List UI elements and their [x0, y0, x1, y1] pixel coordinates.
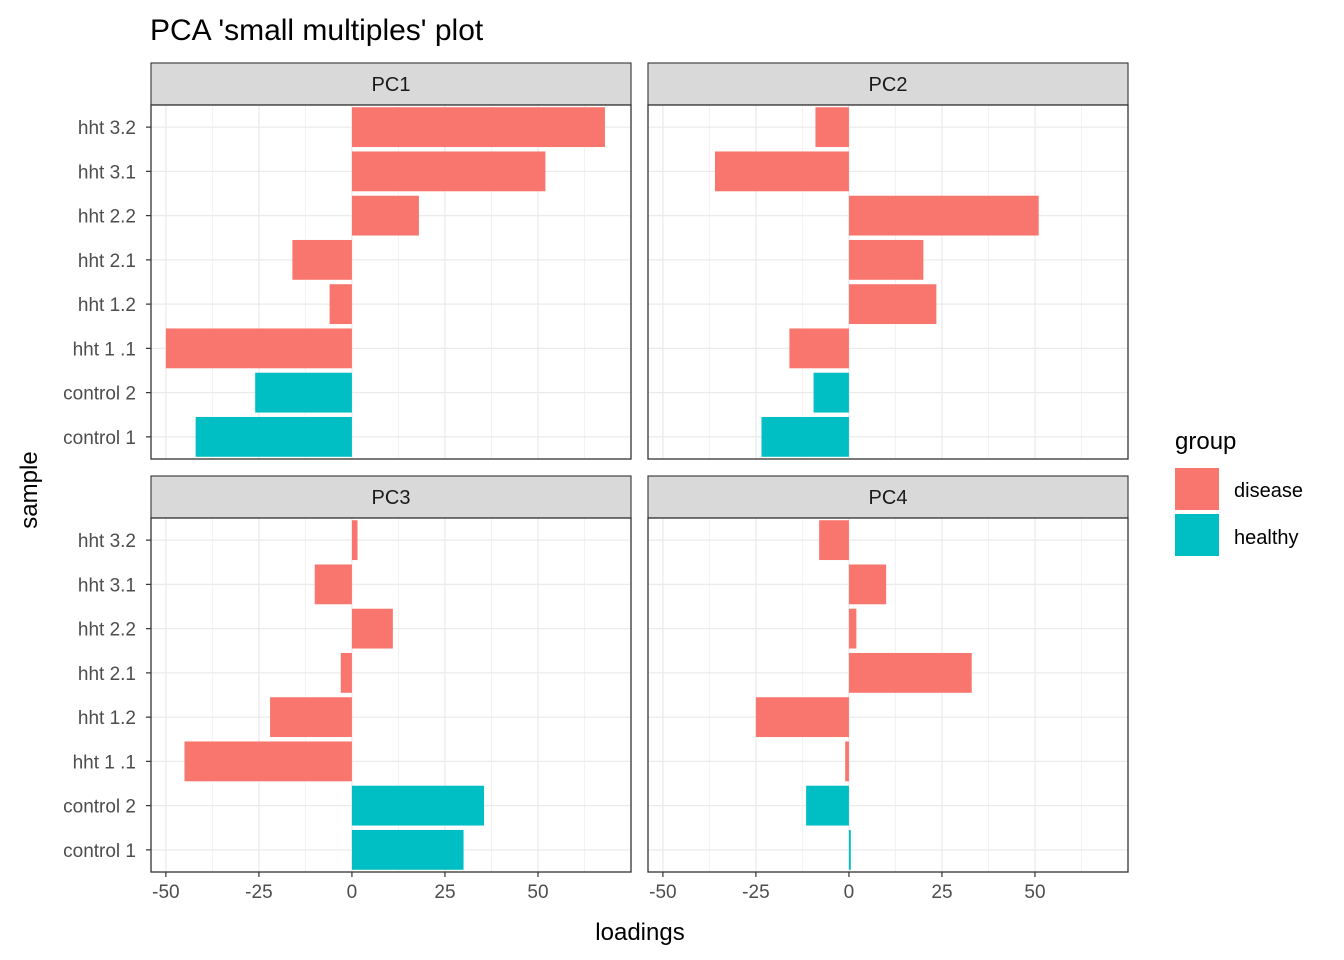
bar-pc2-hht-3-1 [714, 151, 849, 192]
bar-pc1-hht-2-2 [351, 195, 419, 236]
bars-pc3 [184, 520, 485, 870]
bar-pc3-hht-3-2 [351, 520, 358, 561]
panel-border-pc4 [647, 517, 1129, 873]
bar-pc4-hht-1-1 [845, 741, 849, 782]
strip-label-pc2: PC2 [869, 74, 908, 96]
strip-pc4 [647, 475, 1129, 519]
x-axis-title: loadings [595, 919, 684, 946]
y-tick-label: hht 2.2 [78, 207, 136, 228]
bar-pc2-control-1 [761, 416, 849, 457]
bars-pc4 [755, 520, 972, 870]
bar-pc3-control-1 [351, 829, 464, 870]
bar-pc4-hht-2-1 [848, 652, 972, 693]
y-tick-label: hht 2.2 [78, 620, 136, 641]
bar-pc4-control-2 [806, 785, 849, 826]
strip-pc3 [150, 475, 632, 519]
y-axis-title: sample [16, 451, 43, 528]
panel-pc4: PC4 -50 -25 0 25 50 [647, 475, 1129, 903]
y-tick-label: hht 3.1 [78, 575, 136, 596]
legend: group disease healthy [1175, 428, 1303, 556]
plot-area-pc4 [648, 518, 1128, 872]
bar-pc1-hht-1-1 [165, 328, 352, 369]
panel-pc3: PC3 hht 3.2 hht 3.1 hht 2.2 hht 2.1 hht 1.2 hh… [63, 475, 632, 903]
bar-pc2-hht-1-2 [848, 284, 937, 325]
x-tick-label: -50 [152, 882, 179, 903]
bar-pc3-control-2 [351, 785, 485, 826]
bar-pc3-hht-1-1 [184, 741, 352, 782]
legend-title: group [1175, 428, 1236, 455]
legend-key-disease [1175, 468, 1219, 510]
bar-pc2-hht-3-2 [815, 107, 849, 148]
panel-border-pc2 [647, 104, 1129, 460]
legend-label-disease: disease [1234, 480, 1303, 502]
y-tick-label: hht 2.1 [78, 251, 136, 272]
y-tick-label: control 1 [63, 428, 136, 449]
bar-pc1-control-2 [255, 372, 352, 413]
bar-pc2-hht-1-1 [789, 328, 849, 369]
bar-pc2-control-2 [813, 372, 849, 413]
x-tick-label: 25 [434, 882, 455, 903]
y-tick-label: hht 2.1 [78, 664, 136, 685]
strip-pc1 [150, 62, 632, 106]
bar-pc2-hht-2-2 [848, 195, 1039, 236]
bars-pc1 [165, 107, 605, 457]
bar-pc1-hht-3-2 [351, 107, 605, 148]
bar-pc1-hht-1-2 [329, 284, 352, 325]
bars-pc2 [714, 107, 1039, 457]
y-tick-label: hht 3.2 [78, 531, 136, 552]
bar-pc1-hht-3-1 [351, 151, 546, 192]
chart-title: PCA 'small multiples' plot [150, 14, 484, 47]
panel-border-pc3 [150, 517, 632, 873]
x-tick-label: 50 [527, 882, 548, 903]
bar-pc1-hht-2-1 [292, 239, 352, 280]
y-tick-label: hht 3.1 [78, 162, 136, 183]
panel-pc2: PC2 [647, 62, 1129, 460]
y-tick-label: hht 1 .1 [73, 339, 136, 360]
bar-pc4-hht-3-1 [848, 564, 887, 605]
strip-label-pc1: PC1 [372, 74, 411, 96]
y-tick-label: control 1 [63, 841, 136, 862]
bar-pc3-hht-1-2 [270, 697, 352, 738]
bar-pc4-control-1 [848, 829, 851, 870]
y-tick-label: hht 1 .1 [73, 752, 136, 773]
bar-pc1-control-1 [195, 416, 352, 457]
y-tick-label: hht 1.2 [78, 708, 136, 729]
bar-pc4-hht-2-2 [848, 608, 857, 649]
y-tick-label: hht 3.2 [78, 118, 136, 139]
bar-pc3-hht-2-1 [340, 652, 352, 693]
x-tick-label: 0 [844, 882, 855, 903]
y-tick-label: control 2 [63, 384, 136, 405]
bar-pc3-hht-2-2 [351, 608, 393, 649]
x-tick-label: 0 [347, 882, 358, 903]
facet-panels: PC1 hht 3.2 hht 3.1 hht 2.2 hht 2.1 hht 1.2 hh… [63, 62, 1129, 903]
panel-border-pc1 [150, 104, 632, 460]
strip-label-pc4: PC4 [869, 487, 908, 509]
x-tick-label: 25 [931, 882, 952, 903]
legend-key-healthy [1175, 514, 1219, 556]
bar-pc3-hht-3-1 [314, 564, 352, 605]
legend-label-healthy: healthy [1234, 527, 1299, 549]
strip-label-pc3: PC3 [372, 487, 411, 509]
x-tick-label: -25 [742, 882, 769, 903]
x-tick-label: -50 [649, 882, 676, 903]
bar-pc4-hht-3-2 [819, 520, 849, 561]
y-tick-label: hht 1.2 [78, 295, 136, 316]
bar-pc2-hht-2-1 [848, 239, 924, 280]
strip-pc2 [647, 62, 1129, 106]
bar-pc4-hht-1-2 [755, 697, 849, 738]
x-tick-label: -25 [245, 882, 272, 903]
panel-pc1: PC1 hht 3.2 hht 3.1 hht 2.2 hht 2.1 hht 1.2 hh… [63, 62, 632, 460]
y-tick-label: control 2 [63, 797, 136, 818]
x-tick-label: 50 [1024, 882, 1045, 903]
